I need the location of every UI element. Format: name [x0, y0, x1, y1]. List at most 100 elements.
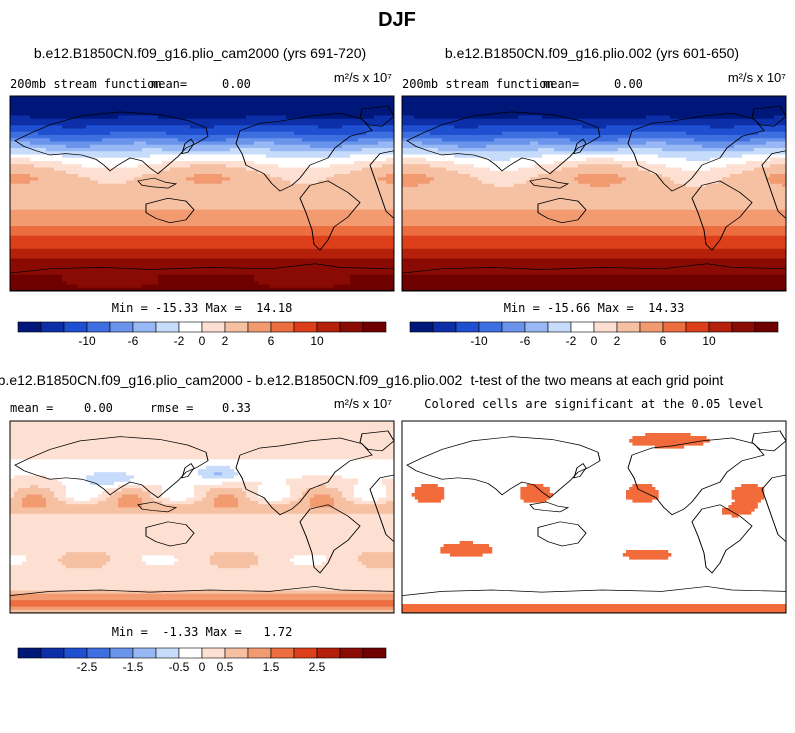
field-cell [254, 252, 259, 256]
field-cell [378, 235, 383, 240]
field-cell [342, 141, 347, 146]
field-cell [354, 170, 359, 175]
field-cell [298, 112, 303, 117]
field-cell [238, 232, 243, 237]
field-cell [182, 258, 187, 263]
field-cell [50, 248, 55, 253]
field-cell [342, 115, 347, 120]
field-cell [382, 154, 387, 159]
field-cell [194, 138, 199, 143]
field-cell [190, 138, 195, 143]
field-cell [182, 226, 187, 230]
field-cell [346, 200, 351, 204]
field-cell [194, 183, 199, 188]
field-cell [154, 242, 159, 247]
field-cell [170, 99, 175, 104]
field-cell [374, 161, 379, 165]
field-cell [18, 177, 23, 182]
field-cell [102, 112, 107, 117]
field-cell [166, 248, 171, 253]
field-cell [54, 232, 59, 237]
field-cell [62, 141, 67, 146]
field-cell [286, 96, 291, 100]
field-cell [42, 242, 47, 247]
field-cell [238, 161, 243, 165]
field-cell [242, 128, 247, 133]
field-cell [330, 255, 335, 260]
field-cell [226, 252, 231, 256]
field-cell [238, 151, 243, 156]
field-cell [22, 102, 27, 107]
field-cell [326, 151, 331, 156]
field-cell [326, 190, 331, 195]
field-cell [82, 252, 87, 256]
field-cell [250, 258, 255, 263]
field-cell [122, 203, 127, 208]
field-cell [122, 235, 127, 240]
field-cell [318, 229, 323, 234]
field-cell [122, 226, 127, 230]
field-cell [82, 196, 87, 201]
field-cell [302, 222, 307, 227]
field-cell [262, 258, 267, 263]
field-cell [234, 180, 239, 185]
field-cell [82, 239, 87, 243]
field-cell [234, 242, 239, 247]
field-cell [306, 245, 311, 250]
field-cell [362, 96, 367, 100]
field-cell [54, 222, 59, 227]
field-cell [10, 174, 15, 178]
field-cell [370, 144, 375, 149]
field-cell [58, 226, 63, 230]
field-cell [314, 209, 319, 214]
field-cell [294, 135, 299, 139]
field-cell [182, 177, 187, 182]
field-cell [14, 206, 19, 211]
field-cell [46, 183, 51, 188]
field-cell [158, 255, 163, 260]
field-cell [94, 115, 99, 120]
field-cell [218, 193, 223, 198]
field-cell [214, 144, 219, 149]
field-cell [294, 177, 299, 182]
field-cell [66, 200, 71, 204]
field-cell [146, 115, 151, 120]
field-cell [210, 235, 215, 240]
field-cell [286, 196, 291, 201]
field-cell [258, 216, 263, 221]
field-cell [226, 255, 231, 260]
field-cell [258, 144, 263, 149]
field-cell [310, 141, 315, 146]
field-cell [70, 193, 75, 198]
field-cell [178, 161, 183, 165]
field-cell [110, 252, 115, 256]
field-cell [318, 115, 323, 120]
field-cell [58, 213, 63, 217]
field-cell [306, 239, 311, 243]
field-cell [22, 206, 27, 211]
field-cell [210, 216, 215, 221]
field-cell [46, 151, 51, 156]
field-cell [282, 99, 287, 104]
field-cell [146, 232, 151, 237]
field-cell [126, 200, 131, 204]
field-cell [26, 200, 31, 204]
field-cell [238, 255, 243, 260]
field-cell [294, 242, 299, 247]
field-cell [186, 125, 191, 130]
field-cell [54, 115, 59, 120]
field-cell [238, 203, 243, 208]
field-cell [334, 261, 339, 266]
field-cell [126, 131, 131, 136]
field-cell [302, 193, 307, 198]
field-cell [382, 118, 387, 123]
field-cell [178, 112, 183, 117]
field-cell [238, 248, 243, 253]
field-cell [366, 141, 371, 146]
field-cell [346, 242, 351, 247]
field-cell [90, 128, 95, 133]
field-cell [202, 109, 207, 113]
field-cell [122, 190, 127, 195]
field-cell [282, 203, 287, 208]
field-cell [362, 203, 367, 208]
